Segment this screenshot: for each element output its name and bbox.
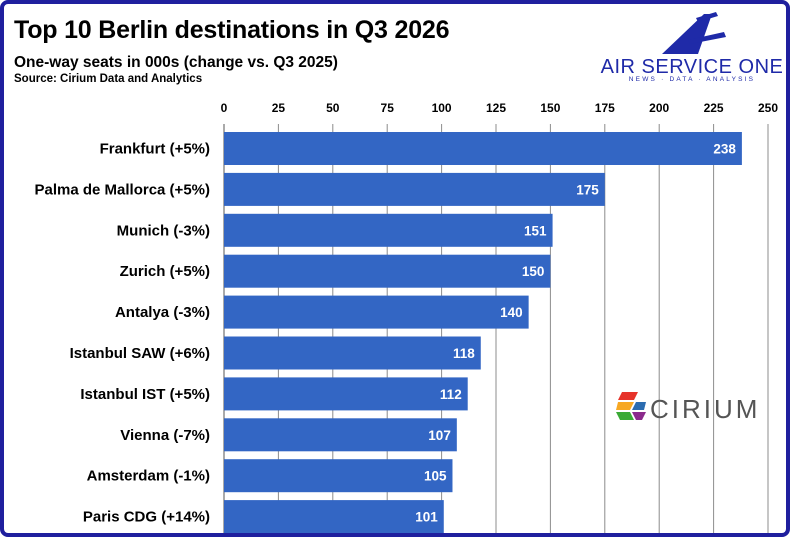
x-tick-label: 250 — [758, 101, 778, 115]
x-tick-label: 25 — [272, 101, 286, 115]
bar — [224, 336, 481, 370]
bar — [224, 500, 444, 533]
airplane-a-icon — [662, 12, 726, 54]
bar — [224, 254, 551, 288]
x-tick-label: 0 — [221, 101, 228, 115]
data-label: 175 — [576, 182, 599, 197]
category-label: Zurich (+5%) — [120, 263, 210, 280]
data-label: 140 — [500, 305, 523, 320]
data-label: 107 — [428, 428, 451, 443]
cirium-name: CIRIUM — [650, 394, 761, 424]
category-label: Frankfurt (+5%) — [100, 141, 210, 158]
data-label: 101 — [415, 510, 438, 525]
x-tick-label: 75 — [381, 101, 395, 115]
bar-chart: 0 25 50 75 100 125 150 175 200 225 250 Frankfurt (+… — [35, 101, 778, 533]
bar — [224, 295, 529, 329]
bar — [224, 132, 742, 165]
x-tick-label: 225 — [704, 101, 724, 115]
data-label: 150 — [522, 264, 545, 279]
air-service-one-tagline: NEWS · DATA · ANALYSIS — [628, 76, 756, 83]
category-label: Istanbul IST (+5%) — [80, 386, 210, 403]
data-label: 112 — [440, 387, 462, 402]
x-tick-label: 175 — [595, 101, 615, 115]
chart-title: Top 10 Berlin destinations in Q3 2026 — [14, 16, 450, 44]
x-tick-label: 100 — [432, 101, 452, 115]
data-label: 151 — [524, 223, 547, 238]
category-label: Antalya (-3%) — [115, 304, 210, 321]
chart-source: Source: Cirium Data and Analytics — [14, 73, 203, 85]
category-label: Palma de Mallorca (+5%) — [35, 181, 211, 198]
air-service-one-logo: AIR SERVICE ONE NEWS · DATA · ANALYSIS — [600, 10, 784, 86]
x-tick-label: 200 — [649, 101, 669, 115]
bar — [224, 213, 553, 247]
category-label: Vienna (-7%) — [120, 427, 210, 444]
category-label: Munich (-3%) — [117, 222, 210, 239]
chart-subtitle: One-way seats in 000s (change vs. Q3 202… — [14, 54, 338, 71]
category-label: Paris CDG (+14%) — [83, 509, 210, 526]
data-label: 238 — [713, 142, 736, 157]
bar — [224, 459, 453, 493]
data-label: 105 — [424, 469, 447, 484]
cirium-mark-icon — [616, 392, 646, 420]
data-label: 118 — [453, 346, 475, 361]
x-tick-label: 125 — [486, 101, 506, 115]
bar — [224, 172, 605, 206]
bar — [224, 418, 457, 452]
category-label: Istanbul SAW (+6%) — [70, 345, 210, 362]
x-tick-label: 50 — [326, 101, 340, 115]
cirium-logo: CIRIUM — [616, 388, 766, 428]
air-service-one-name: AIR SERVICE ONE — [600, 56, 784, 78]
category-label: Amsterdam (-1%) — [87, 468, 210, 485]
bar — [224, 377, 468, 411]
x-tick-label: 150 — [540, 101, 560, 115]
